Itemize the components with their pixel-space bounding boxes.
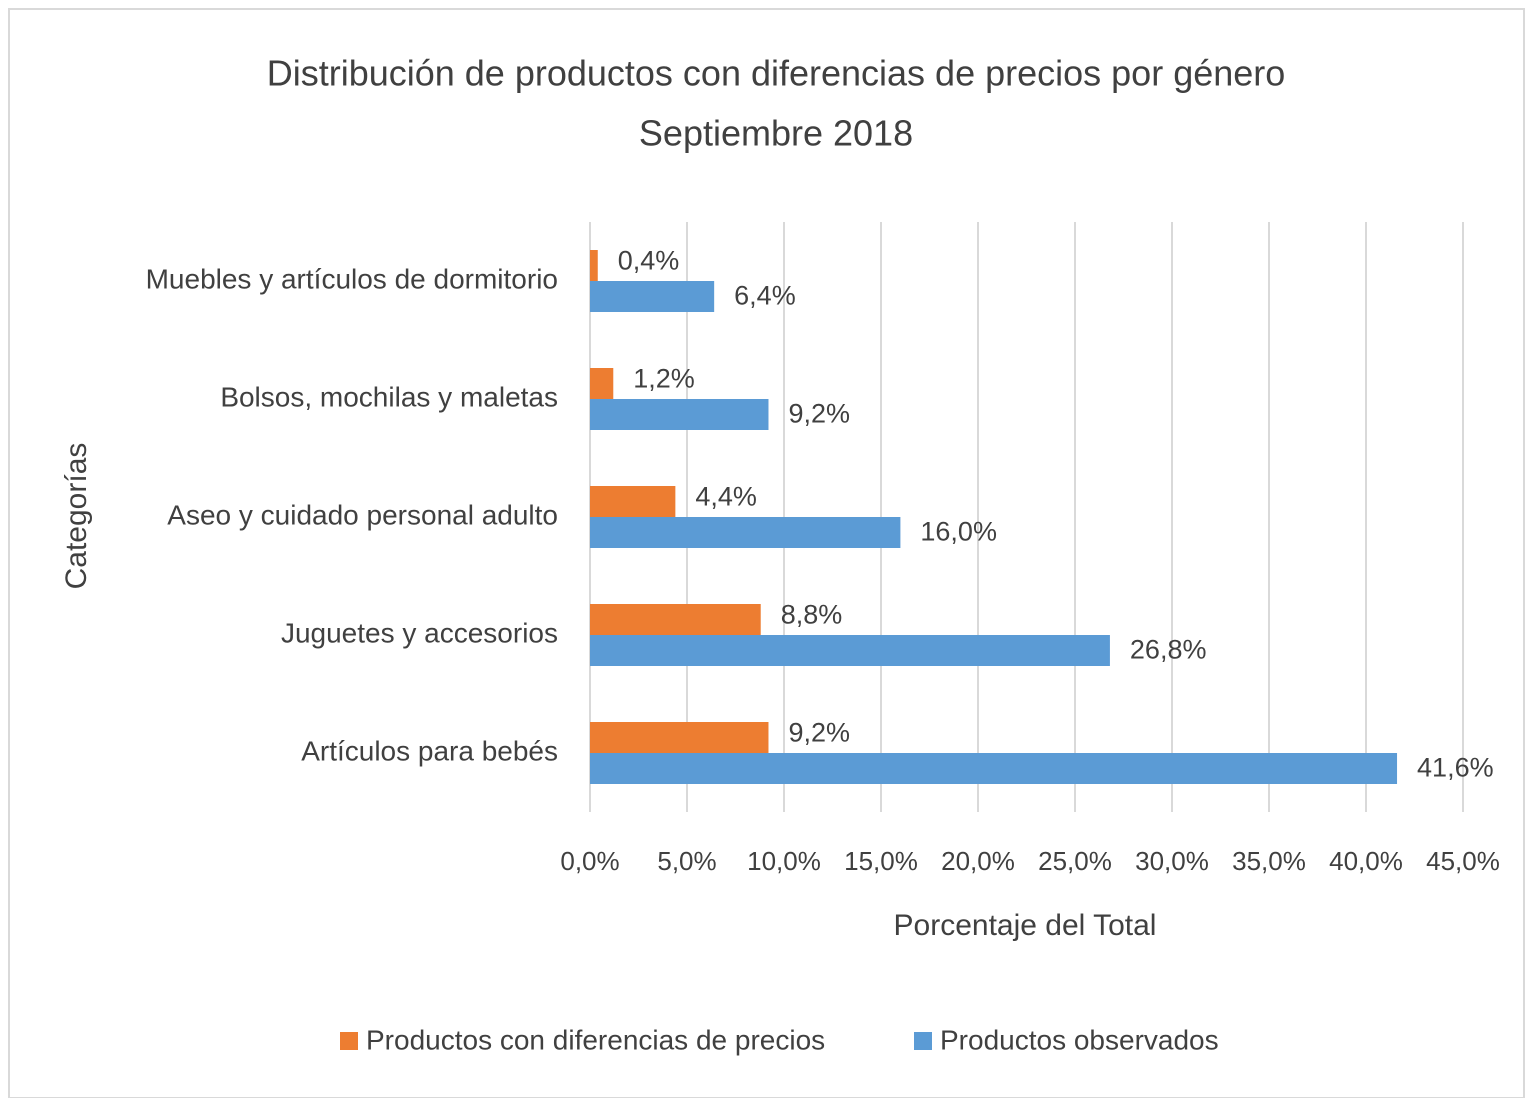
y-tick-label: Aseo y cuidado personal adulto xyxy=(167,499,558,530)
x-tick-label: 5,0% xyxy=(657,846,716,876)
data-label: 41,6% xyxy=(1417,753,1494,783)
x-axis-label: Porcentaje del Total xyxy=(894,909,1157,942)
x-tick-label: 45,0% xyxy=(1426,846,1500,876)
x-tick-label: 10,0% xyxy=(747,846,821,876)
y-axis-label: Categorías xyxy=(60,443,93,590)
bar xyxy=(590,399,769,430)
legend-label: Productos con diferencias de precios xyxy=(366,1024,825,1055)
bar xyxy=(590,635,1110,666)
legend-swatch xyxy=(340,1032,358,1050)
x-tick-label: 30,0% xyxy=(1135,846,1209,876)
bar xyxy=(590,368,614,399)
data-label: 16,0% xyxy=(920,517,997,547)
x-tick-label: 35,0% xyxy=(1232,846,1306,876)
bar xyxy=(590,281,715,312)
bar xyxy=(590,722,769,753)
y-tick-label: Juguetes y accesorios xyxy=(281,617,558,648)
x-tick-label: 15,0% xyxy=(844,846,918,876)
data-label: 26,8% xyxy=(1130,635,1207,665)
data-label: 4,4% xyxy=(695,482,757,512)
chart-subtitle: Septiembre 2018 xyxy=(639,113,913,154)
data-label: 8,8% xyxy=(781,600,843,630)
data-label: 1,2% xyxy=(633,364,695,394)
y-tick-label: Bolsos, mochilas y maletas xyxy=(220,381,558,412)
x-tick-label: 20,0% xyxy=(941,846,1015,876)
x-tick-label: 0,0% xyxy=(560,846,619,876)
bar xyxy=(590,604,761,635)
data-label: 9,2% xyxy=(788,399,850,429)
data-label: 9,2% xyxy=(788,718,850,748)
x-tick-label: 40,0% xyxy=(1329,846,1403,876)
bar xyxy=(590,486,676,517)
chart-border xyxy=(8,8,1525,1098)
chart-title: Distribución de productos con diferencia… xyxy=(267,53,1286,94)
y-tick-label: Muebles y artículos de dormitorio xyxy=(146,263,558,294)
bar xyxy=(590,517,901,548)
bar xyxy=(590,753,1398,784)
legend-swatch xyxy=(914,1032,932,1050)
y-tick-label: Artículos para bebés xyxy=(301,735,558,766)
data-label: 6,4% xyxy=(734,281,796,311)
legend-label: Productos observados xyxy=(940,1024,1219,1055)
x-tick-label: 25,0% xyxy=(1038,846,1112,876)
data-label: 0,4% xyxy=(618,246,680,276)
bar xyxy=(590,250,598,281)
